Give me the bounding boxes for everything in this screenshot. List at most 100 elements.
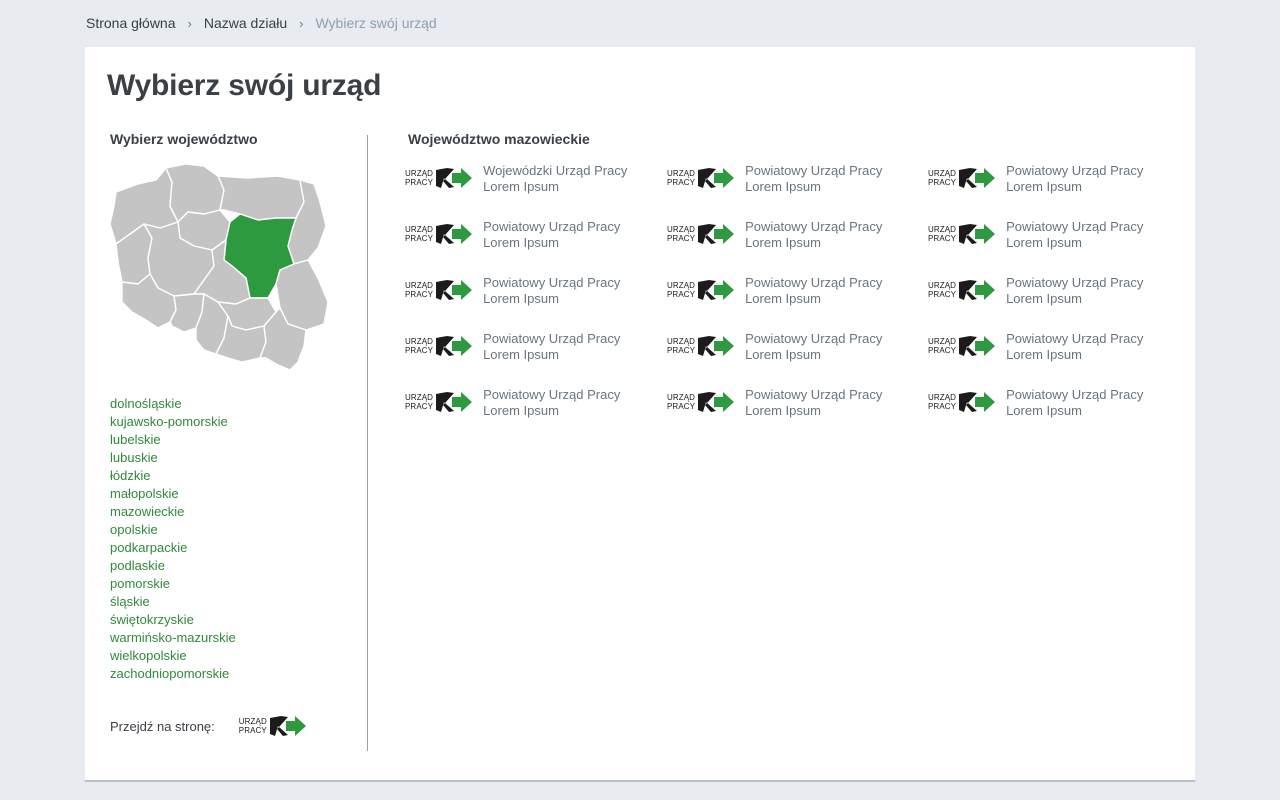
urzad-pracy-logo-icon (269, 716, 306, 736)
chevron-right-icon: › (299, 15, 304, 31)
urzad-pracy-logo-icon (698, 168, 735, 188)
urzad-pracy-logo-link[interactable]: URZĄD PRACY (239, 715, 307, 737)
office-name: Powiatowy Urząd Pracy Lorem Ipsum (745, 275, 882, 307)
logo-text: URZĄD PRACY (928, 337, 957, 355)
urzad-pracy-logo: URZĄD PRACY (405, 223, 473, 245)
logo-text: URZĄD PRACY (667, 169, 696, 187)
logo-text: URZĄD PRACY (405, 169, 434, 187)
office-link[interactable]: URZĄD PRACY Powiatowy Urząd Pracy Lorem Ip… (667, 331, 928, 363)
urzad-pracy-logo-icon (959, 280, 996, 300)
urzad-pracy-logo: URZĄD PRACY (928, 167, 996, 189)
content-card: Wybierz swój urząd Wybierz województwo (85, 47, 1195, 782)
page-title: Wybierz swój urząd (107, 69, 382, 102)
voivodeship-link[interactable]: mazowieckie (110, 504, 185, 519)
voivodeship-heading: Wybierz województwo (110, 131, 258, 147)
office-link[interactable]: URZĄD PRACY Powiatowy Urząd Pracy Lorem Ip… (667, 275, 928, 307)
office-link[interactable]: URZĄD PRACY Wojewódzki Urząd Pracy Lorem I… (405, 163, 667, 195)
urzad-pracy-logo: URZĄD PRACY (667, 223, 735, 245)
voivodeship-link[interactable]: podkarpackie (110, 540, 188, 555)
office-type: Powiatowy Urząd Pracy (745, 331, 883, 346)
voivodeship-link[interactable]: świętokrzyskie (110, 612, 194, 627)
logo-text: URZĄD PRACY (405, 281, 434, 299)
voivodeship-link[interactable]: pomorskie (110, 576, 170, 591)
logo-text: URZĄD PRACY (928, 393, 957, 411)
office-name: Powiatowy Urząd Pracy Lorem Ipsum (745, 219, 882, 251)
urzad-pracy-logo: URZĄD PRACY (405, 279, 473, 301)
urzad-pracy-logo-icon (436, 168, 473, 188)
urzad-pracy-logo: URZĄD PRACY (405, 335, 473, 357)
breadcrumb-section[interactable]: Nazwa działu (203, 15, 288, 31)
office-link[interactable]: URZĄD PRACY Powiatowy Urząd Pracy Lorem Ip… (667, 163, 928, 195)
office-name: Powiatowy Urząd Pracy Lorem Ipsum (745, 163, 882, 195)
office-name: Powiatowy Urząd Pracy Lorem Ipsum (483, 331, 620, 363)
voivodeship-link[interactable]: małopolskie (110, 486, 179, 501)
voivodeship-link[interactable]: łódzkie (110, 468, 151, 483)
urzad-pracy-logo: URZĄD PRACY (667, 335, 735, 357)
urzad-pracy-logo-icon (698, 336, 735, 356)
urzad-pracy-logo-icon (698, 280, 735, 300)
logo-text: URZĄD PRACY (405, 337, 434, 355)
map-region-opolskie[interactable] (169, 293, 205, 333)
office-type: Powiatowy Urząd Pracy (745, 387, 883, 402)
voivodeship-link[interactable]: podlaskie (110, 558, 165, 573)
office-location: Lorem Ipsum (745, 235, 821, 250)
voivodeship-link[interactable]: wielkopolskie (110, 648, 187, 663)
offices-grid: URZĄD PRACY Wojewódzki Urząd Pracy Lorem I… (405, 163, 1189, 419)
office-type: Powiatowy Urząd Pracy (1006, 219, 1144, 234)
voivodeship-link[interactable]: kujawsko-pomorskie (110, 414, 228, 429)
office-type: Powiatowy Urząd Pracy (1006, 275, 1144, 290)
urzad-pracy-logo-icon (436, 224, 473, 244)
office-location: Lorem Ipsum (745, 403, 821, 418)
office-link[interactable]: URZĄD PRACY Powiatowy Urząd Pracy Lorem Ip… (405, 331, 667, 363)
voivodeship-link[interactable]: lubuskie (110, 450, 158, 465)
urzad-pracy-logo-icon (959, 336, 996, 356)
office-type: Powiatowy Urząd Pracy (483, 219, 621, 234)
office-link[interactable]: URZĄD PRACY Powiatowy Urząd Pracy Lorem Ip… (928, 163, 1189, 195)
office-type: Powiatowy Urząd Pracy (745, 219, 883, 234)
office-link[interactable]: URZĄD PRACY Powiatowy Urząd Pracy Lorem Ip… (405, 387, 667, 419)
office-link[interactable]: URZĄD PRACY Powiatowy Urząd Pracy Lorem Ip… (667, 219, 928, 251)
urzad-pracy-logo: URZĄD PRACY (928, 279, 996, 301)
office-location: Lorem Ipsum (483, 291, 559, 306)
office-name: Powiatowy Urząd Pracy Lorem Ipsum (483, 275, 620, 307)
breadcrumb-current: Wybierz swój urząd (315, 15, 437, 31)
voivodeship-link[interactable]: śląskie (110, 594, 150, 609)
urzad-pracy-logo-icon (698, 224, 735, 244)
office-type: Wojewódzki Urząd Pracy (483, 163, 628, 178)
office-location: Lorem Ipsum (483, 235, 559, 250)
logo-text: URZĄD PRACY (667, 393, 696, 411)
map-region-warminsko-mazurskie[interactable] (217, 175, 305, 221)
office-name: Powiatowy Urząd Pracy Lorem Ipsum (1006, 219, 1143, 251)
voivodeship-list: dolnośląskie kujawsko-pomorskie lubelskie l… (110, 395, 236, 683)
voivodeship-link[interactable]: dolnośląskie (110, 396, 182, 411)
logo-text: URZĄD PRACY (667, 337, 696, 355)
office-link[interactable]: URZĄD PRACY Powiatowy Urząd Pracy Lorem Ip… (667, 387, 928, 419)
office-type: Powiatowy Urząd Pracy (745, 275, 883, 290)
office-link[interactable]: URZĄD PRACY Powiatowy Urząd Pracy Lorem Ip… (405, 275, 667, 307)
urzad-pracy-logo-icon (959, 224, 996, 244)
office-link[interactable]: URZĄD PRACY Powiatowy Urząd Pracy Lorem Ip… (928, 387, 1189, 419)
office-type: Powiatowy Urząd Pracy (1006, 331, 1144, 346)
office-type: Powiatowy Urząd Pracy (483, 387, 621, 402)
office-name: Powiatowy Urząd Pracy Lorem Ipsum (745, 387, 882, 419)
urzad-pracy-logo: URZĄD PRACY (405, 391, 473, 413)
urzad-pracy-logo: URZĄD PRACY (667, 167, 735, 189)
voivodeship-link[interactable]: opolskie (110, 522, 158, 537)
map-region-podkarpackie[interactable] (259, 307, 307, 371)
logo-text: URZĄD PRACY (405, 225, 434, 243)
voivodeship-link[interactable]: warmińsko-mazurskie (110, 630, 236, 645)
goto-label: Przejdź na stronę: (110, 718, 215, 734)
logo-text: URZĄD PRACY (928, 169, 957, 187)
voivodeship-link[interactable]: lubelskie (110, 432, 161, 447)
voivodeship-link[interactable]: zachodniopomorskie (110, 666, 230, 681)
office-location: Lorem Ipsum (483, 179, 559, 194)
office-location: Lorem Ipsum (1006, 179, 1082, 194)
office-type: Powiatowy Urząd Pracy (483, 331, 621, 346)
office-link[interactable]: URZĄD PRACY Powiatowy Urząd Pracy Lorem Ip… (928, 219, 1189, 251)
urzad-pracy-logo-icon (436, 336, 473, 356)
urzad-pracy-logo-icon (698, 392, 735, 412)
breadcrumb-home[interactable]: Strona główna (86, 15, 176, 31)
office-link[interactable]: URZĄD PRACY Powiatowy Urząd Pracy Lorem Ip… (928, 331, 1189, 363)
office-link[interactable]: URZĄD PRACY Powiatowy Urząd Pracy Lorem Ip… (405, 219, 667, 251)
office-link[interactable]: URZĄD PRACY Powiatowy Urząd Pracy Lorem Ip… (928, 275, 1189, 307)
